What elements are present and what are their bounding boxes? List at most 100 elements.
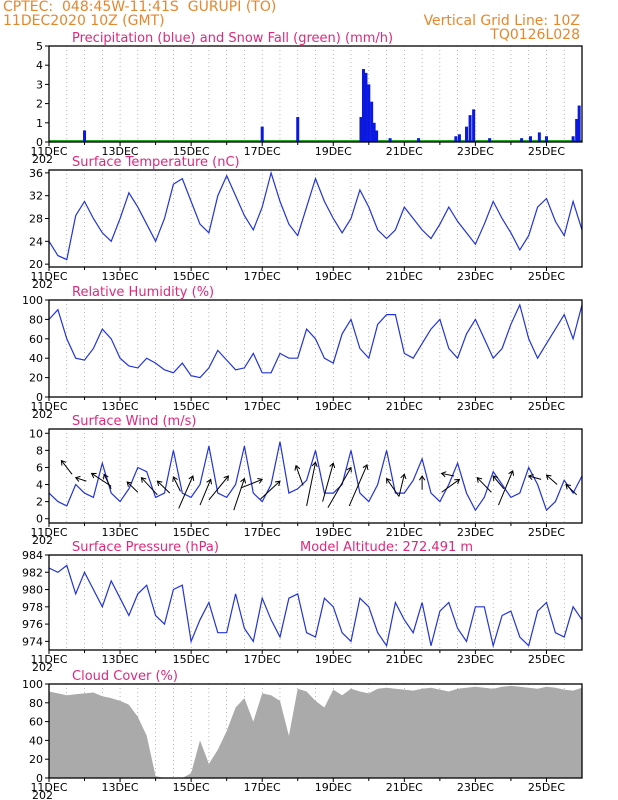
wind-vector-head [418,475,426,481]
y-tick-label: 28 [29,213,43,226]
x-tick-label: 19DEC [315,526,352,539]
x-tick-label: 21DEC [386,653,423,666]
y-tick-label: 60 [29,333,43,346]
x-tick-label: 17DEC [244,145,281,158]
wind-line [48,441,583,512]
precip-title: Precipitation (blue) and Snow Fall (gree… [72,31,393,46]
y-tick-label: 978 [22,601,43,614]
x-tick-label: 11DEC [30,781,67,794]
wind-vector-head [386,477,392,484]
x-tick-label: 23DEC [457,400,494,413]
wind-vector-head [74,475,81,482]
x-tick-label: 19DEC [315,270,352,283]
wind-vector [103,474,112,490]
x-tick-label: 13DEC [102,781,139,794]
precip-frame [48,45,583,143]
y-tick-label: 20 [29,372,43,385]
x-tick-label: 19DEC [315,145,352,158]
x-tick-label: 11DEC [30,270,67,283]
y-tick-label: 100 [22,294,43,307]
x-tick-label: 19DEC [315,653,352,666]
wind-vector [61,460,73,475]
x-tick-label: 21DEC [386,270,423,283]
wind-vector [306,462,316,507]
x-tick-label: 15DEC [173,653,210,666]
wind-vector [141,477,158,496]
precip-bar [359,117,363,142]
wind-vector-head [527,474,534,481]
wind-vector [546,474,558,485]
wind-title: Surface Wind (m/s) [72,414,196,429]
x-tick-label: 13DEC [102,270,139,283]
precip-bar [375,130,379,142]
wind-vector-head [188,475,195,481]
precip-bar [537,132,541,142]
y-tick-label: 1 [36,117,43,130]
pressure-annotation: Model Altitude: 272.491 m [300,540,473,555]
year-label: 202 [32,789,53,800]
y-tick-label: 982 [22,566,43,579]
y-tick-label: 4 [36,59,43,72]
year-label: 202 [32,661,53,674]
cloud-cover-area [49,685,582,778]
x-tick-label: 15DEC [173,781,210,794]
y-tick-label: 24 [29,235,43,248]
wind-vector-head [440,471,447,478]
x-tick-label: 11DEC [30,653,67,666]
y-tick-label: 40 [29,734,43,747]
wind-vector-head [311,461,318,468]
wind-vector [75,477,87,482]
wind-vector-head [172,476,178,482]
x-tick-label: 25DEC [528,400,565,413]
rh-title: Relative Humidity (%) [72,285,214,300]
header-line-2: 11DEC2020 10Z (GMT) [3,13,165,29]
y-tick-label: 974 [22,635,43,648]
wind-vector [476,477,492,493]
y-tick-label: 100 [22,678,43,691]
temp-line [48,170,583,261]
wind-vector [199,479,212,506]
wind-vector [233,478,245,511]
x-tick-label: 25DEC [528,145,565,158]
precip-bar [577,105,581,142]
x-tick-label: 17DEC [244,653,281,666]
pressure-title: Surface Pressure (hPa) [72,540,219,555]
wind-vector [398,474,405,497]
temp-title: Surface Temperature (nC) [72,155,240,170]
y-tick-label: 40 [29,352,43,365]
cloud-title: Cloud Cover (%) [72,669,178,684]
y-tick-label: 0 [36,391,43,404]
precip-bar [361,69,365,142]
x-tick-label: 17DEC [244,400,281,413]
y-tick-label: 80 [29,313,43,326]
pressure-frame [48,554,583,651]
cloud-frame [48,683,583,779]
wind-vector-head [492,475,499,482]
x-tick-label: 11DEC [30,526,67,539]
x-tick-label: 15DEC [173,145,210,158]
wind-vector [386,478,400,497]
x-tick-label: 13DEC [102,145,139,158]
x-tick-label: 13DEC [102,653,139,666]
wind-vector-head [362,464,369,470]
x-tick-label: 19DEC [315,400,352,413]
precip-bar [468,115,472,142]
wind-vector [260,480,281,500]
precip-bar [457,134,461,142]
x-tick-label: 23DEC [457,526,494,539]
rh-frame [48,299,583,398]
y-tick-label: 0 [36,513,43,526]
header-line-1: CPTEC: 048:45W-11:41S GURUPI (TO) [3,0,277,15]
wind-vector [565,484,578,496]
wind-vector-head [545,474,552,481]
wind-vector-head [454,478,461,485]
wind-vector [295,465,304,486]
precip-bar [260,126,264,142]
wind-vector-head [240,477,247,484]
wind-vector [178,475,194,509]
wind-vector-head [103,473,109,480]
pressure-line [48,564,583,649]
wind-vector-head [126,481,133,487]
x-tick-label: 23DEC [457,781,494,794]
